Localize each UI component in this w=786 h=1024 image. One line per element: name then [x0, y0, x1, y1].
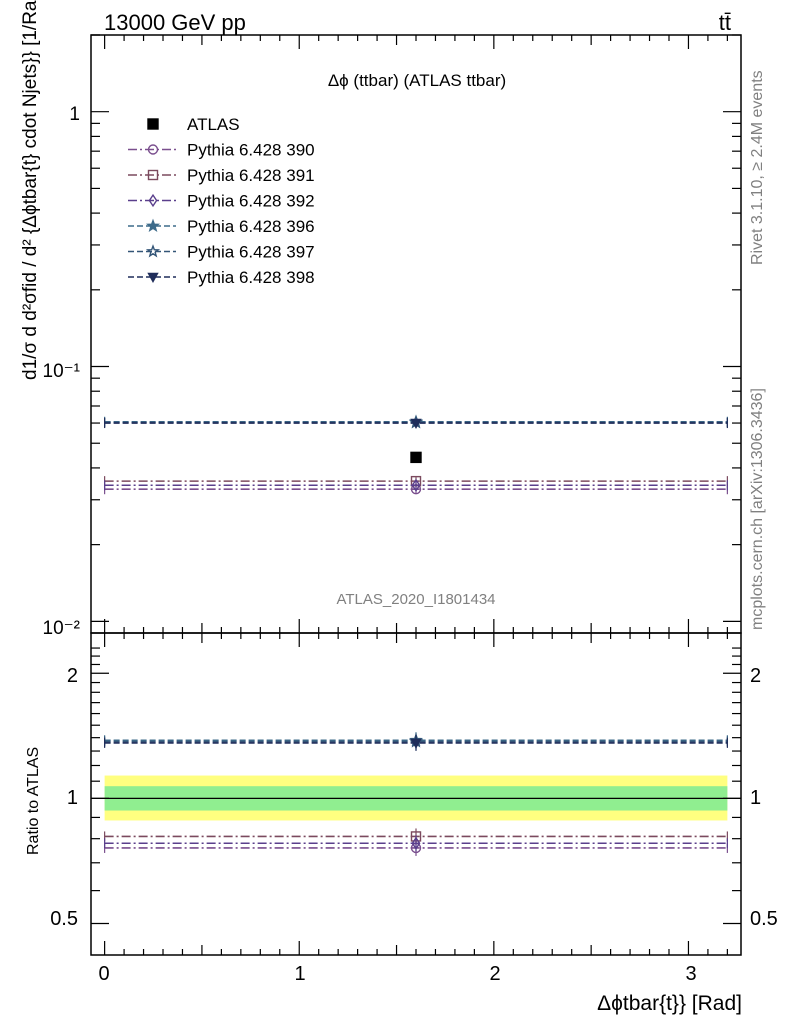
ytick-label-0-01: 10⁻² [43, 618, 81, 639]
legend-label: Pythia 6.428 392 [187, 192, 315, 211]
ratio-series-marker [411, 836, 421, 850]
legend-label: Pythia 6.428 391 [187, 166, 315, 185]
x-axis-label: Δϕtbar{t}} [Rad] [597, 992, 742, 1015]
xtick-label-3: 3 [685, 963, 696, 985]
series-3 [104, 478, 728, 492]
ratio-ytick-05-left: 0.5 [50, 908, 78, 930]
xtick-label-1: 1 [294, 963, 305, 985]
legend-item-2: Pythia 6.428 391 [128, 166, 315, 185]
legend-marker [147, 144, 159, 155]
series-2 [104, 475, 728, 487]
legend-marker [147, 272, 159, 283]
xtick-label-2: 2 [489, 963, 500, 985]
legend-label: Pythia 6.428 396 [187, 217, 315, 236]
xtick-label-0: 0 [98, 963, 109, 985]
ratio-ytick-1-right: 1 [750, 787, 761, 809]
series-marker [411, 478, 421, 492]
atlas-data-point [410, 451, 422, 464]
legend-item-6: Pythia 6.428 398 [128, 268, 315, 287]
legend-marker [147, 118, 159, 130]
ytick-label-0-1: 10⁻¹ [43, 361, 81, 382]
energy-label: 13000 GeV pp [104, 10, 246, 35]
watermark: ATLAS_2020_I1801434 [336, 591, 495, 608]
legend-item-1: Pythia 6.428 390 [128, 141, 315, 160]
main-title: Δϕ (ttbar) (ATLAS ttbar) [328, 71, 506, 90]
legend-item-3: Pythia 6.428 392 [128, 192, 315, 211]
ratio-ytick-2-right: 2 [750, 665, 761, 687]
legend-marker [147, 169, 159, 181]
ytick-label-1: 1 [69, 104, 80, 125]
ratio-series-3 [104, 835, 728, 852]
process-label: tt̄ [719, 10, 731, 35]
legend-marker [145, 218, 161, 233]
ratio-y-axis-label: Ratio to ATLAS [25, 747, 42, 855]
rivet-label: Rivet 3.1.10, ≥ 2.4M events [749, 70, 766, 265]
main-y-axis-label: d1/σ d d²σfid / d² {Δϕtbar{t} cdot Njets… [20, 0, 41, 380]
series-6 [104, 418, 728, 429]
series-marker [410, 418, 422, 429]
legend-item-5: Pythia 6.428 397 [128, 243, 315, 262]
ratio-series-marker [410, 738, 422, 749]
ratio-series-6 [104, 734, 728, 751]
legend-label: Pythia 6.428 397 [187, 243, 315, 262]
ratio-ytick-05-right: 0.5 [750, 908, 778, 930]
legend-label: ATLAS [187, 115, 240, 134]
legend: ATLAS Pythia 6.428 390 Pythia 6.428 391 Pyt… [128, 115, 315, 287]
legend-item-4: Pythia 6.428 396 [128, 217, 315, 236]
legend-marker [148, 193, 158, 208]
legend-label: Pythia 6.428 390 [187, 141, 315, 160]
ratio-ytick-2-left: 2 [67, 665, 78, 687]
ratio-ytick-1-left: 1 [67, 787, 78, 809]
ratio-panel: Ratio to ATLAS 2 1 0.5 2 1 0.5 0 1 2 3 Δ… [25, 632, 778, 1015]
legend-label: Pythia 6.428 398 [187, 268, 315, 287]
legend-item-atlas: ATLAS [147, 115, 240, 134]
legend-marker [145, 244, 161, 258]
mcplots-label: mcplots.cern.ch [arXiv:1306.3436] [749, 388, 766, 630]
main-panel: Δϕ (ttbar) (ATLAS ttbar) ATLAS_2020_I180… [20, 0, 742, 639]
